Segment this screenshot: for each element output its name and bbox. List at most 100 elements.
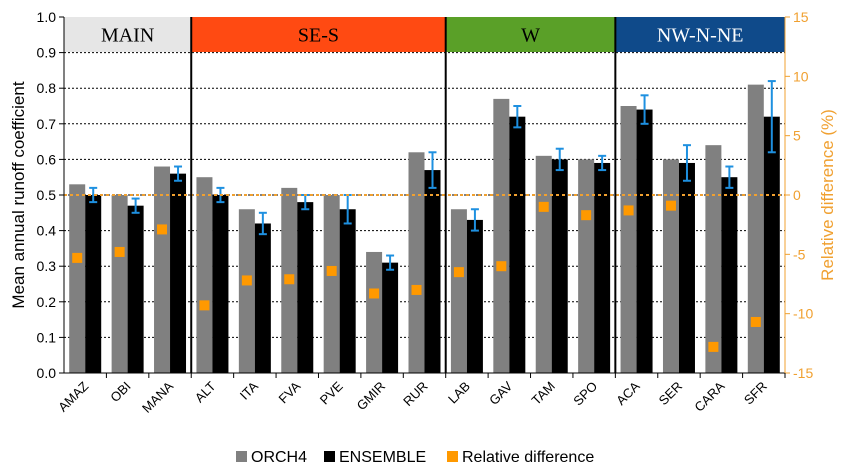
error-bar xyxy=(131,197,140,214)
bar-ensemble xyxy=(509,116,526,374)
bar-orch4 xyxy=(450,209,467,373)
error-bar xyxy=(89,186,98,204)
relative-difference-point xyxy=(326,265,337,276)
category-label: OBI xyxy=(107,379,133,405)
legend-swatch xyxy=(447,451,458,462)
right-tick-label: 10 xyxy=(793,68,809,84)
bar-ensemble xyxy=(678,162,695,373)
bar-ensemble xyxy=(85,195,102,373)
error-bar xyxy=(513,105,522,129)
right-tick-label: 15 xyxy=(793,9,809,25)
bar-ensemble xyxy=(636,109,653,373)
region-band-nw-n-ne xyxy=(615,17,785,52)
category-label: CARA xyxy=(691,378,727,414)
error-bar xyxy=(725,165,734,189)
bar-ensemble xyxy=(212,195,229,373)
relative-difference-point xyxy=(581,210,592,221)
error-bar xyxy=(258,211,267,236)
region-label: NW-N-NE xyxy=(657,25,744,47)
relative-difference-point xyxy=(369,288,380,299)
bar-orch4 xyxy=(154,166,171,373)
error-bar xyxy=(428,151,437,189)
relative-difference-point xyxy=(750,316,761,327)
region-band-w xyxy=(445,17,616,52)
bar-orch4 xyxy=(366,251,383,373)
region-band-se-s xyxy=(191,17,446,52)
bar-ensemble xyxy=(721,177,738,373)
category-label: AMAZ xyxy=(55,378,91,414)
category-label: FVA xyxy=(276,378,304,406)
left-tick-label: 0.2 xyxy=(37,294,57,310)
error-bar xyxy=(640,94,649,125)
category-label: ALT xyxy=(192,378,219,405)
left-tick-label: 0.8 xyxy=(37,80,57,96)
category-label: LAB xyxy=(445,379,473,407)
left-tick-label: 0.3 xyxy=(37,258,57,274)
left-tick-label: 0.1 xyxy=(37,329,57,345)
legend-item: Relative difference xyxy=(447,449,594,466)
bar-ensemble xyxy=(297,202,314,373)
relative-difference-point xyxy=(241,275,252,286)
left-tick-label: 0.4 xyxy=(37,223,57,239)
bar-orch4 xyxy=(408,152,425,373)
error-bar xyxy=(470,208,479,232)
relative-difference-point xyxy=(708,341,719,352)
bar-ensemble xyxy=(254,223,271,373)
region-label: MAIN xyxy=(101,25,154,47)
bar-ensemble xyxy=(763,116,780,374)
right-tick-label: -15 xyxy=(793,365,813,381)
category-label: SER xyxy=(656,379,686,409)
relative-difference-point xyxy=(72,252,83,263)
bar-orch4 xyxy=(662,159,679,373)
legend-label: ORCH4 xyxy=(251,449,307,466)
bar-orch4 xyxy=(493,98,510,373)
right-tick-label: 5 xyxy=(793,128,801,144)
bar-orch4 xyxy=(705,145,722,373)
error-bar xyxy=(598,154,607,172)
relative-difference-point xyxy=(199,300,210,311)
legend-label: ENSEMBLE xyxy=(339,449,426,466)
relative-difference-point xyxy=(114,246,125,257)
legend-item: ENSEMBLE xyxy=(324,449,426,466)
relative-difference-point xyxy=(496,261,507,272)
legend-swatch xyxy=(324,451,335,462)
category-label: GAV xyxy=(486,378,516,408)
region-band-main xyxy=(64,17,192,52)
bar-orch4 xyxy=(111,195,128,373)
bar-orch4 xyxy=(578,159,595,373)
legend-swatch xyxy=(236,451,247,462)
bar-orch4 xyxy=(238,209,255,373)
error-bar xyxy=(555,147,564,172)
relative-difference-point xyxy=(453,267,464,278)
left-tick-label: 0.7 xyxy=(37,116,57,132)
category-label: SPO xyxy=(570,379,600,409)
relative-difference-point xyxy=(284,274,295,285)
right-tick-label: -5 xyxy=(793,246,806,262)
error-bar xyxy=(174,165,183,182)
relative-difference-point xyxy=(157,224,168,235)
category-label: TAM xyxy=(529,379,558,408)
bar-ensemble xyxy=(466,219,483,373)
bar-ensemble xyxy=(339,209,356,373)
bar-ensemble xyxy=(170,173,187,373)
legend-label: Relative difference xyxy=(462,449,594,466)
bar-orch4 xyxy=(323,195,340,373)
bar-ensemble xyxy=(382,262,399,373)
y-axis-title-right: Relative difference (%) xyxy=(818,109,837,281)
category-label: MANA xyxy=(139,378,176,415)
relative-difference-point xyxy=(665,200,676,211)
error-bar xyxy=(682,144,691,182)
right-tick-label: 0 xyxy=(793,187,801,203)
left-tick-label: 0.9 xyxy=(37,45,57,61)
relative-difference-point xyxy=(538,201,549,212)
left-tick-label: 1.0 xyxy=(37,9,57,25)
bar-ensemble xyxy=(127,205,144,373)
region-label: W xyxy=(521,25,540,47)
bar-ensemble xyxy=(594,162,611,373)
category-label: SFR xyxy=(741,379,770,408)
category-label: ITA xyxy=(237,378,261,402)
relative-difference-point xyxy=(411,284,422,295)
bar-ensemble xyxy=(424,170,441,373)
left-tick-label: 0.6 xyxy=(37,151,57,167)
